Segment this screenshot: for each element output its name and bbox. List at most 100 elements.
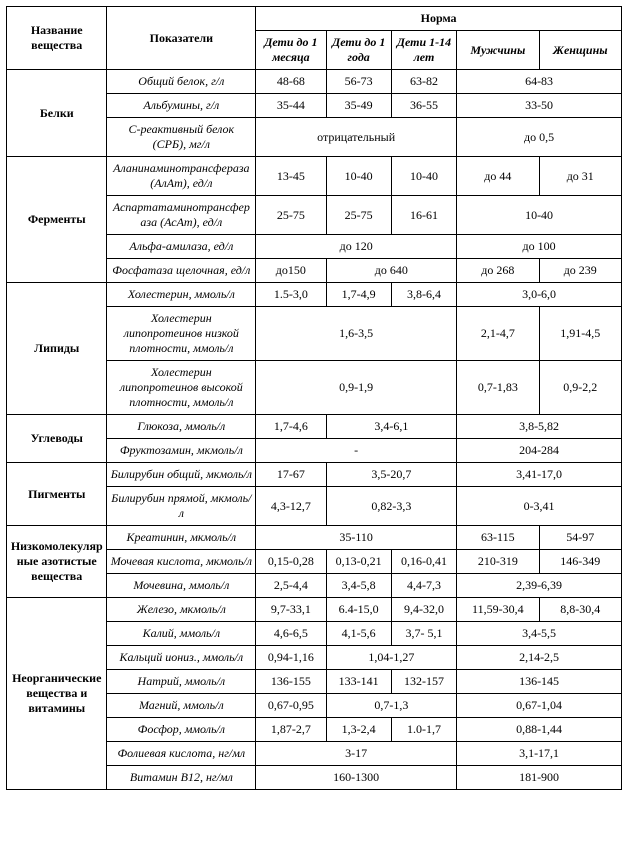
value-cell: 133-141 (326, 670, 391, 694)
value-cell: 3,8-6,4 (391, 283, 456, 307)
value-cell: 56-73 (326, 70, 391, 94)
value-cell: 3,4-5,8 (326, 574, 391, 598)
value-cell: 2,39-6,39 (457, 574, 622, 598)
indicator-label: Аспартатаминотрансфераза (АсАт), ед/л (107, 196, 256, 235)
header-children-1-14: Дети 1-14 лет (391, 31, 456, 70)
header-substance: Название вещества (7, 7, 107, 70)
value-cell: 35-110 (256, 526, 457, 550)
value-cell: 3,5-20,7 (326, 463, 457, 487)
value-cell: до 268 (457, 259, 539, 283)
group-proteins: Белки (7, 70, 107, 157)
value-cell: 13-45 (256, 157, 326, 196)
value-cell: 136-155 (256, 670, 326, 694)
value-cell: 17-67 (256, 463, 326, 487)
value-cell: до150 (256, 259, 326, 283)
group-lipids: Липиды (7, 283, 107, 415)
value-cell: 54-97 (539, 526, 621, 550)
value-cell: 0,15-0,28 (256, 550, 326, 574)
indicator-label: Мочевина, ммоль/л (107, 574, 256, 598)
indicator-label: Билирубин общий, мкмоль/л (107, 463, 256, 487)
value-cell: 4,6-6,5 (256, 622, 326, 646)
header-men: Мужчины (457, 31, 539, 70)
value-cell: 1.5-3,0 (256, 283, 326, 307)
value-cell: 63-115 (457, 526, 539, 550)
header-indicator: Показатели (107, 7, 256, 70)
table-row: Белки Общий белок, г/л 48-68 56-73 63-82… (7, 70, 622, 94)
table-row: Ферменты Аланинаминотрансфераза (АлАт), … (7, 157, 622, 196)
value-cell: 132-157 (391, 670, 456, 694)
value-cell: 8,8-30,4 (539, 598, 621, 622)
indicator-label: Железо, мкмоль/л (107, 598, 256, 622)
indicator-label: Аланинаминотрансфераза (АлАт), ед/л (107, 157, 256, 196)
value-cell: 0,67-1,04 (457, 694, 622, 718)
indicator-label: Мочевая кислота, мкмоль/л (107, 550, 256, 574)
value-cell: 136-145 (457, 670, 622, 694)
value-cell: до 0,5 (457, 118, 622, 157)
indicator-label: Фолиевая кислота, нг/мл (107, 742, 256, 766)
value-cell: 146-349 (539, 550, 621, 574)
value-cell: 0,9-2,2 (539, 361, 621, 415)
value-cell: 1,3-2,4 (326, 718, 391, 742)
value-cell: 0-3,41 (457, 487, 622, 526)
value-cell: 1,04-1,27 (326, 646, 457, 670)
value-cell: 33-50 (457, 94, 622, 118)
indicator-label: Креатинин, мкмоль/л (107, 526, 256, 550)
header-children-1m: Дети до 1 месяца (256, 31, 326, 70)
value-cell: 0,9-1,9 (256, 361, 457, 415)
value-cell: 0,16-0,41 (391, 550, 456, 574)
value-cell: 0,88-1,44 (457, 718, 622, 742)
value-cell: 3,1-17,1 (457, 742, 622, 766)
value-cell: отрицательный (256, 118, 457, 157)
value-cell: 3,8-5,82 (457, 415, 622, 439)
table-row: Пигменты Билирубин общий, мкмоль/л 17-67… (7, 463, 622, 487)
group-enzymes: Ферменты (7, 157, 107, 283)
indicator-label: Холестерин, ммоль/л (107, 283, 256, 307)
value-cell: 9,7-33,1 (256, 598, 326, 622)
value-cell: 63-82 (391, 70, 456, 94)
value-cell: 35-49 (326, 94, 391, 118)
value-cell: 3,4-5,5 (457, 622, 622, 646)
indicator-label: Общий белок, г/л (107, 70, 256, 94)
value-cell: до 239 (539, 259, 621, 283)
indicator-label: Холестерин липопротеинов высокой плотнос… (107, 361, 256, 415)
value-cell: 0,82-3,3 (326, 487, 457, 526)
group-carbs: Углеводы (7, 415, 107, 463)
table-row: Низкомолекулярные азотистые вещества Кре… (7, 526, 622, 550)
value-cell: 4,1-5,6 (326, 622, 391, 646)
value-cell: 25-75 (256, 196, 326, 235)
value-cell: до 44 (457, 157, 539, 196)
value-cell: до 100 (457, 235, 622, 259)
indicator-label: Фруктозамин, мкмоль/л (107, 439, 256, 463)
group-nitrogen: Низкомолекулярные азотистые вещества (7, 526, 107, 598)
value-cell: до 120 (256, 235, 457, 259)
value-cell: до 640 (326, 259, 457, 283)
value-cell: 48-68 (256, 70, 326, 94)
value-cell: 64-83 (457, 70, 622, 94)
value-cell: 1,6-3,5 (256, 307, 457, 361)
indicator-label: Альбумины, г/л (107, 94, 256, 118)
indicator-label: Натрий, ммоль/л (107, 670, 256, 694)
value-cell: 1,87-2,7 (256, 718, 326, 742)
value-cell: 3,4-6,1 (326, 415, 457, 439)
value-cell: 0,7-1,3 (326, 694, 457, 718)
indicator-label: Магний, ммоль/л (107, 694, 256, 718)
group-pigments: Пигменты (7, 463, 107, 526)
header-women: Женщины (539, 31, 621, 70)
indicator-label: Глюкоза, ммоль/л (107, 415, 256, 439)
value-cell: 2,1-4,7 (457, 307, 539, 361)
value-cell: 25-75 (326, 196, 391, 235)
value-cell: 10-40 (391, 157, 456, 196)
value-cell: 4,3-12,7 (256, 487, 326, 526)
value-cell: 2,5-4,4 (256, 574, 326, 598)
biochemistry-norms-table: Название вещества Показатели Норма Дети … (6, 6, 622, 790)
value-cell: 9,4-32,0 (391, 598, 456, 622)
value-cell: до 31 (539, 157, 621, 196)
table-row: Неорганические вещества и витамины Желез… (7, 598, 622, 622)
value-cell: 2,14-2,5 (457, 646, 622, 670)
value-cell: 3,7- 5,1 (391, 622, 456, 646)
value-cell: 35-44 (256, 94, 326, 118)
value-cell: 204-284 (457, 439, 622, 463)
value-cell: 1,91-4,5 (539, 307, 621, 361)
indicator-label: Фосфор, ммоль/л (107, 718, 256, 742)
value-cell: 36-55 (391, 94, 456, 118)
